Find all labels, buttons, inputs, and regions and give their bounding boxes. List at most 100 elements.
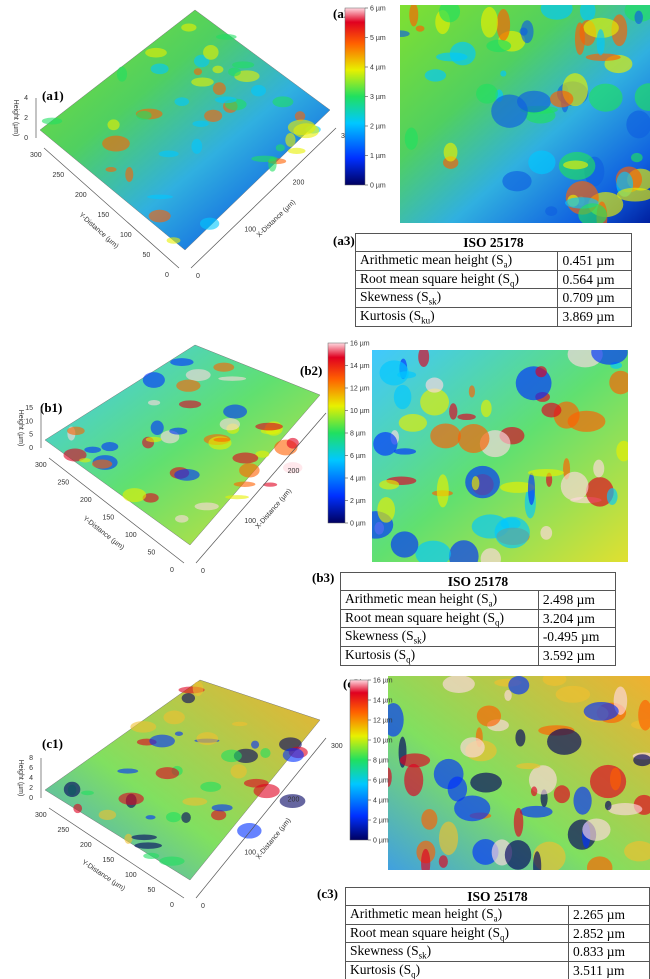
surface-texture [63,681,308,866]
roughness-table: ISO 25178 Arithmetic mean height (Sa) 2.49… [340,572,617,666]
surface-peak [158,150,179,158]
y-tick-label: 250 [53,172,65,179]
map-feature [549,90,574,108]
parameter-value: 2.852 µm [567,923,650,944]
surface-peak [250,84,267,97]
parameter-subscript: ku [421,315,431,326]
map-feature [513,807,524,837]
parameter-value: 2.265 µm [567,905,650,925]
surface-peak [193,68,203,76]
surface-peak [107,119,120,131]
colorbar-tick-label: 6 µm [350,453,366,460]
surface-peak [192,120,209,127]
map-feature [593,459,605,478]
surface-peak [181,23,197,32]
parameter-value: 0.709 µm [557,288,632,309]
map-feature [596,29,605,56]
surface-peak [117,768,139,774]
parameter-subscript: sk [418,951,427,962]
map-feature [634,83,650,111]
parameter-subscript: q [494,617,500,628]
parameter-value: 0.564 µm [557,269,632,290]
colorbar-tick-label: 2 µm [373,818,389,825]
surface-peak [260,748,271,759]
parameter-close: ) [410,647,416,663]
surface-peak [191,138,203,154]
colorbar-tick-label: 8 µm [350,431,366,438]
surface-peak [131,834,157,841]
map-feature [634,10,643,24]
surface-peak [214,96,237,104]
surface-peak [211,804,233,812]
surface-peak [175,514,189,523]
surface-peak [199,217,220,230]
surface-peak [192,681,204,696]
map-feature [409,5,419,27]
parameter-name: Arithmetic mean height (S [360,252,504,267]
y-tick-label: 100 [125,532,137,539]
colorbar [349,679,369,841]
surface-peak [79,458,91,463]
z-tick-label: 10 [25,418,33,425]
map-feature [439,5,461,23]
x-tick-label: 0 [196,273,200,280]
map-feature [530,786,538,797]
map-feature [624,841,650,862]
colorbar-tick-label: 16 µm [373,678,393,685]
map-feature [553,785,571,804]
surface-peak [221,749,242,763]
parameter-name: Arithmetic mean height (S [345,591,489,606]
panel-label: (a3) [333,233,355,248]
surface-peak [101,441,119,452]
parameter-subscript: q [411,969,416,979]
map-feature [609,370,628,395]
map-feature [421,848,431,870]
surface-peak [232,452,259,464]
surface-peak [142,493,159,503]
surface-peak [181,812,191,823]
map-feature [535,366,547,378]
y-tick-label: 150 [103,515,115,522]
y-tick-label: 300 [30,152,42,159]
map-feature [574,22,585,55]
map-feature [542,676,567,686]
surface-peak [233,481,256,487]
parameter-subscript: a [503,259,508,270]
panel-label: (b3) [312,570,334,585]
y-tick-label: 100 [120,232,132,239]
map-feature [448,540,479,562]
surface-peak [219,418,240,431]
table-row: Kurtosis (Sq) 3.592 µm [340,646,617,666]
y-tick-label: 200 [80,497,92,504]
y-tick-label: 250 [58,827,70,834]
y-tick-label: 300 [35,812,47,819]
surface-peak [200,781,222,792]
map-feature [400,30,410,38]
map-feature [430,423,461,449]
map-feature [604,800,612,811]
z-axis-title: Height (µm) [17,410,24,447]
roughness-table: ISO 25178 Arithmetic mean height (Sa) 0.45… [354,233,632,327]
surface-peak [150,420,164,436]
x-tick-label: 200 [293,180,305,187]
parameter-value: 2.498 µm [537,590,617,610]
colorbar-tick-label: 6 µm [373,778,389,785]
x-tick-label: 300 [331,743,343,750]
surface-texture [63,358,303,523]
colorbar [344,7,366,186]
map-feature [585,53,621,61]
parameter-cell: Kurtosis (Sq) [345,961,569,979]
panel-label: (b1) [40,400,62,415]
map-feature [421,808,438,830]
parameter-close: ) [507,252,513,267]
surface-peak [181,693,196,704]
parameter-close: ) [497,906,503,921]
surface-peak [136,110,152,120]
map-feature [504,840,532,870]
map-feature [460,737,485,758]
parameter-close: ) [426,943,432,959]
y-tick-label: 50 [143,252,151,259]
map-feature [631,152,643,163]
